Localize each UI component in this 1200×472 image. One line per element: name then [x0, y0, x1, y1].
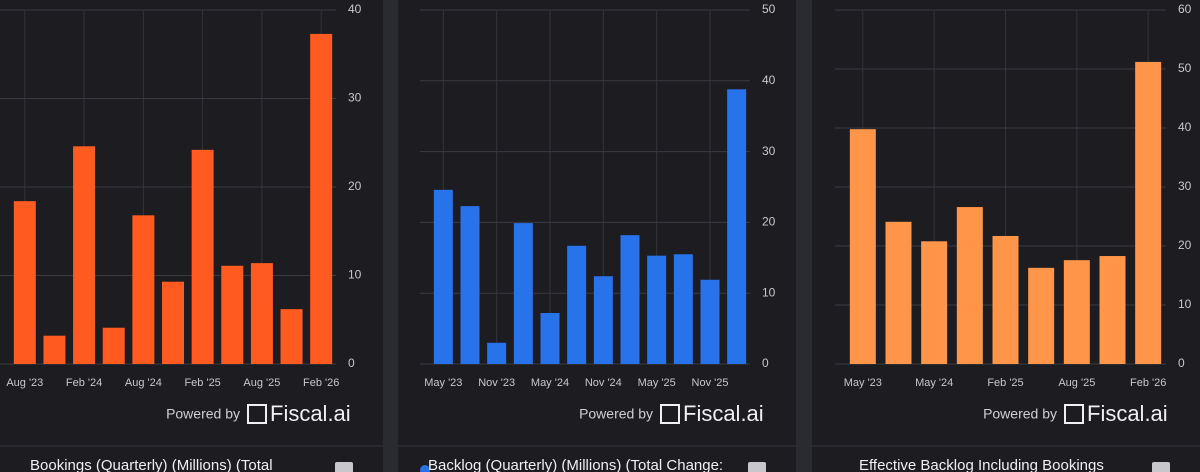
bar: [956, 207, 983, 364]
bar: [221, 265, 244, 364]
y-tick-label: 0: [1178, 356, 1185, 370]
brand-logo: [660, 404, 680, 424]
y-tick-label: 10: [1178, 297, 1192, 311]
y-tick-label: 40: [1178, 120, 1192, 134]
x-tick-label: Feb '26: [1130, 377, 1166, 389]
bar: [433, 189, 453, 364]
x-tick-label: Aug '24: [125, 377, 162, 389]
bar: [620, 235, 640, 364]
bar: [310, 33, 333, 365]
bar: [513, 223, 533, 364]
x-tick-label: Nov '24: [585, 377, 622, 389]
brand-logo: [247, 404, 267, 424]
powered-by: Powered by: [983, 406, 1057, 422]
x-tick-label: Aug '25: [243, 377, 280, 389]
bar: [460, 206, 480, 364]
y-tick-label: 10: [762, 285, 776, 299]
y-tick-label: 40: [762, 73, 776, 87]
x-tick-label: Feb '25: [184, 377, 220, 389]
bar: [1063, 260, 1090, 364]
y-tick-label: 10: [348, 268, 362, 282]
y-tick-label: 50: [762, 2, 776, 16]
y-tick-label: 30: [348, 91, 362, 105]
y-tick-label: 20: [348, 179, 362, 193]
bar: [132, 215, 155, 364]
y-tick-label: 40: [348, 2, 362, 16]
brand: Fiscal.ai: [270, 401, 351, 426]
bar: [700, 279, 720, 364]
bar: [487, 342, 507, 364]
bar: [567, 245, 587, 364]
bar: [540, 313, 560, 364]
bar: [992, 235, 1019, 364]
series-dot: [420, 465, 430, 472]
x-tick-label: May '24: [531, 377, 569, 389]
bar: [593, 276, 613, 364]
x-tick-label: May '23: [844, 377, 882, 389]
brand-logo: [1064, 404, 1084, 424]
bar: [280, 309, 303, 364]
bar: [727, 89, 747, 365]
x-tick-label: May '24: [915, 377, 953, 389]
bar: [102, 327, 125, 364]
x-tick-label: May '23: [424, 377, 462, 389]
y-tick-label: 20: [762, 215, 776, 229]
x-tick-label: Feb '24: [66, 377, 102, 389]
x-tick-label: May '25: [638, 377, 676, 389]
bar: [647, 255, 667, 364]
x-tick-label: Nov '25: [692, 377, 729, 389]
brand: Fiscal.ai: [683, 401, 764, 426]
y-tick-label: 0: [348, 356, 355, 370]
chart-title: Backlog (Quarterly) (Millions) (Total Ch…: [428, 457, 723, 472]
bar: [250, 263, 273, 364]
x-tick-label: Aug '25: [1058, 377, 1095, 389]
y-tick-label: 30: [1178, 179, 1192, 193]
bar: [1099, 256, 1126, 364]
y-tick-label: 50: [1178, 61, 1192, 75]
x-tick-label: Feb '25: [987, 377, 1023, 389]
y-tick-label: 0: [762, 356, 769, 370]
bar: [13, 201, 36, 364]
bar: [191, 149, 214, 364]
bar: [1028, 267, 1055, 364]
bar: [921, 241, 948, 364]
bar: [885, 221, 912, 364]
bar: [849, 129, 876, 364]
menu-icon: [335, 462, 353, 472]
chart-title: Effective Backlog Including Bookings: [859, 457, 1104, 472]
x-tick-label: Feb '26: [303, 377, 339, 389]
x-tick-label: Nov '23: [478, 377, 515, 389]
powered-by: Powered by: [579, 406, 653, 422]
bar: [73, 146, 96, 364]
brand: Fiscal.ai: [1087, 401, 1168, 426]
bar: [673, 254, 693, 364]
menu-icon: [1152, 462, 1170, 472]
y-tick-label: 60: [1178, 2, 1192, 16]
menu-icon: [748, 462, 766, 472]
chart-title: Bookings (Quarterly) (Millions) (Total: [30, 457, 273, 472]
y-tick-label: 30: [762, 144, 776, 158]
x-tick-label: Aug '23: [6, 377, 43, 389]
y-tick-label: 20: [1178, 238, 1192, 252]
bar: [162, 281, 184, 364]
powered-by: Powered by: [166, 406, 240, 422]
bar: [1135, 61, 1162, 365]
bar: [43, 335, 66, 364]
